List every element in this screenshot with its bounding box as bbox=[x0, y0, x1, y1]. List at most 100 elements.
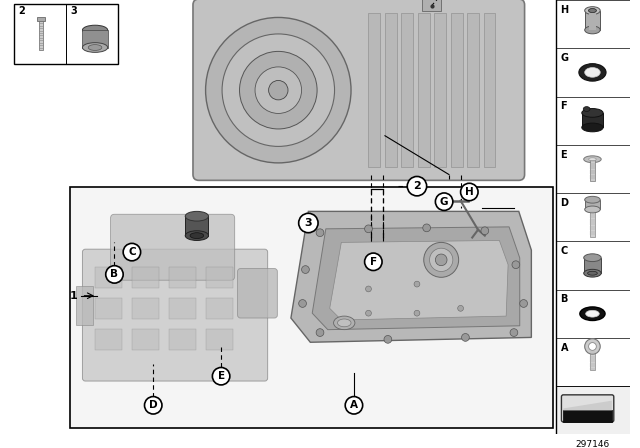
Circle shape bbox=[123, 243, 141, 261]
Text: C: C bbox=[561, 246, 568, 256]
Bar bbox=[169, 267, 196, 288]
Circle shape bbox=[589, 343, 596, 350]
Circle shape bbox=[255, 67, 301, 113]
Bar bbox=[39, 22, 43, 51]
Bar bbox=[185, 216, 209, 236]
Bar bbox=[585, 200, 600, 209]
Circle shape bbox=[301, 266, 309, 273]
Bar bbox=[589, 11, 596, 30]
Circle shape bbox=[435, 193, 453, 211]
Circle shape bbox=[461, 334, 469, 341]
FancyBboxPatch shape bbox=[111, 214, 235, 280]
Text: H: H bbox=[561, 5, 568, 15]
FancyBboxPatch shape bbox=[83, 249, 268, 381]
Ellipse shape bbox=[584, 269, 601, 277]
Circle shape bbox=[407, 177, 427, 196]
Bar bbox=[451, 13, 463, 167]
Circle shape bbox=[481, 227, 489, 235]
Ellipse shape bbox=[589, 158, 596, 161]
Text: 297146: 297146 bbox=[575, 440, 609, 448]
Circle shape bbox=[423, 224, 431, 232]
Text: B: B bbox=[111, 269, 118, 280]
Bar bbox=[484, 13, 495, 167]
Bar bbox=[563, 410, 612, 422]
Ellipse shape bbox=[586, 310, 599, 317]
Bar bbox=[590, 209, 595, 237]
Text: A: A bbox=[561, 343, 568, 353]
Bar bbox=[95, 297, 122, 319]
Ellipse shape bbox=[588, 271, 597, 275]
FancyBboxPatch shape bbox=[193, 0, 525, 181]
Circle shape bbox=[316, 329, 324, 336]
Circle shape bbox=[585, 339, 600, 354]
Text: G: G bbox=[440, 197, 449, 207]
Bar bbox=[585, 11, 600, 30]
Ellipse shape bbox=[83, 43, 108, 52]
Ellipse shape bbox=[83, 25, 108, 35]
Ellipse shape bbox=[337, 319, 351, 327]
Bar bbox=[582, 113, 603, 127]
Circle shape bbox=[365, 253, 382, 271]
Bar bbox=[590, 346, 595, 370]
Circle shape bbox=[365, 225, 372, 233]
Text: A: A bbox=[350, 401, 358, 410]
Bar bbox=[556, 386, 630, 435]
Bar bbox=[385, 13, 397, 167]
Text: H: H bbox=[465, 187, 474, 197]
Bar bbox=[132, 267, 159, 288]
Ellipse shape bbox=[582, 108, 603, 117]
Bar bbox=[83, 30, 108, 47]
Text: 2: 2 bbox=[18, 6, 25, 16]
Ellipse shape bbox=[190, 233, 204, 238]
Circle shape bbox=[512, 261, 520, 269]
Ellipse shape bbox=[585, 196, 600, 203]
Bar bbox=[422, 0, 441, 11]
Circle shape bbox=[299, 213, 318, 233]
Polygon shape bbox=[563, 401, 612, 410]
Bar bbox=[205, 267, 233, 288]
Polygon shape bbox=[312, 227, 520, 330]
Bar bbox=[589, 11, 596, 30]
Circle shape bbox=[365, 310, 371, 316]
Ellipse shape bbox=[582, 123, 603, 132]
Bar bbox=[37, 17, 45, 22]
Circle shape bbox=[424, 242, 459, 277]
Bar bbox=[418, 13, 429, 167]
Text: D: D bbox=[149, 401, 157, 410]
Text: 3: 3 bbox=[70, 6, 77, 16]
Text: D: D bbox=[561, 198, 568, 208]
Bar bbox=[401, 13, 413, 167]
Bar bbox=[435, 13, 446, 167]
Circle shape bbox=[106, 266, 123, 283]
Bar bbox=[95, 267, 122, 288]
Polygon shape bbox=[291, 211, 531, 342]
Ellipse shape bbox=[88, 45, 102, 51]
Ellipse shape bbox=[589, 9, 596, 13]
Ellipse shape bbox=[584, 254, 601, 262]
Circle shape bbox=[145, 396, 162, 414]
Circle shape bbox=[205, 17, 351, 163]
Text: B: B bbox=[561, 294, 568, 305]
Ellipse shape bbox=[185, 231, 209, 241]
Ellipse shape bbox=[580, 307, 605, 320]
Text: 3: 3 bbox=[305, 218, 312, 228]
Circle shape bbox=[212, 367, 230, 385]
Ellipse shape bbox=[333, 316, 355, 330]
Circle shape bbox=[510, 329, 518, 336]
Ellipse shape bbox=[579, 64, 606, 81]
Ellipse shape bbox=[585, 68, 600, 77]
Circle shape bbox=[461, 183, 478, 201]
Ellipse shape bbox=[585, 26, 600, 34]
Bar bbox=[13, 4, 118, 64]
Text: E: E bbox=[218, 371, 225, 381]
Text: 2: 2 bbox=[413, 181, 421, 191]
Bar bbox=[95, 329, 122, 350]
Bar bbox=[169, 297, 196, 319]
Bar bbox=[369, 13, 380, 167]
Text: C: C bbox=[128, 247, 136, 257]
Bar bbox=[467, 13, 479, 167]
FancyBboxPatch shape bbox=[237, 269, 277, 318]
Bar bbox=[70, 187, 553, 427]
Circle shape bbox=[239, 52, 317, 129]
Bar bbox=[584, 258, 601, 273]
